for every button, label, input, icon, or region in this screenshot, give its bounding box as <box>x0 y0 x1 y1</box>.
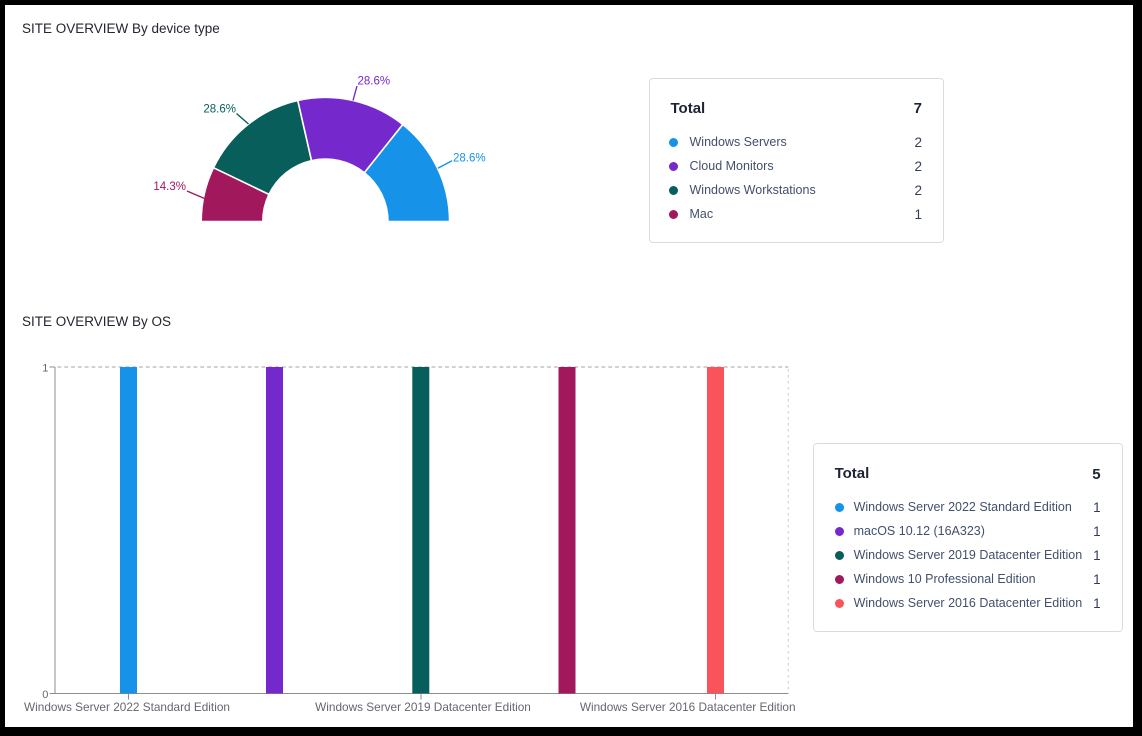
svg-text:0: 0 <box>42 689 48 701</box>
svg-text:Windows Server 2016 Datacenter: Windows Server 2016 Datacenter Edition <box>580 700 796 714</box>
svg-text:28.6%: 28.6% <box>203 104 236 116</box>
svg-text:Windows Server 2019 Datacenter: Windows Server 2019 Datacenter Edition <box>315 700 531 714</box>
svg-text:28.6%: 28.6% <box>453 153 486 165</box>
svg-text:Windows Server 2022 Standard E: Windows Server 2022 Standard Edition <box>24 700 230 714</box>
svg-text:1: 1 <box>42 363 48 375</box>
svg-text:28.6%: 28.6% <box>358 76 391 88</box>
svg-text:14.3%: 14.3% <box>153 181 186 193</box>
